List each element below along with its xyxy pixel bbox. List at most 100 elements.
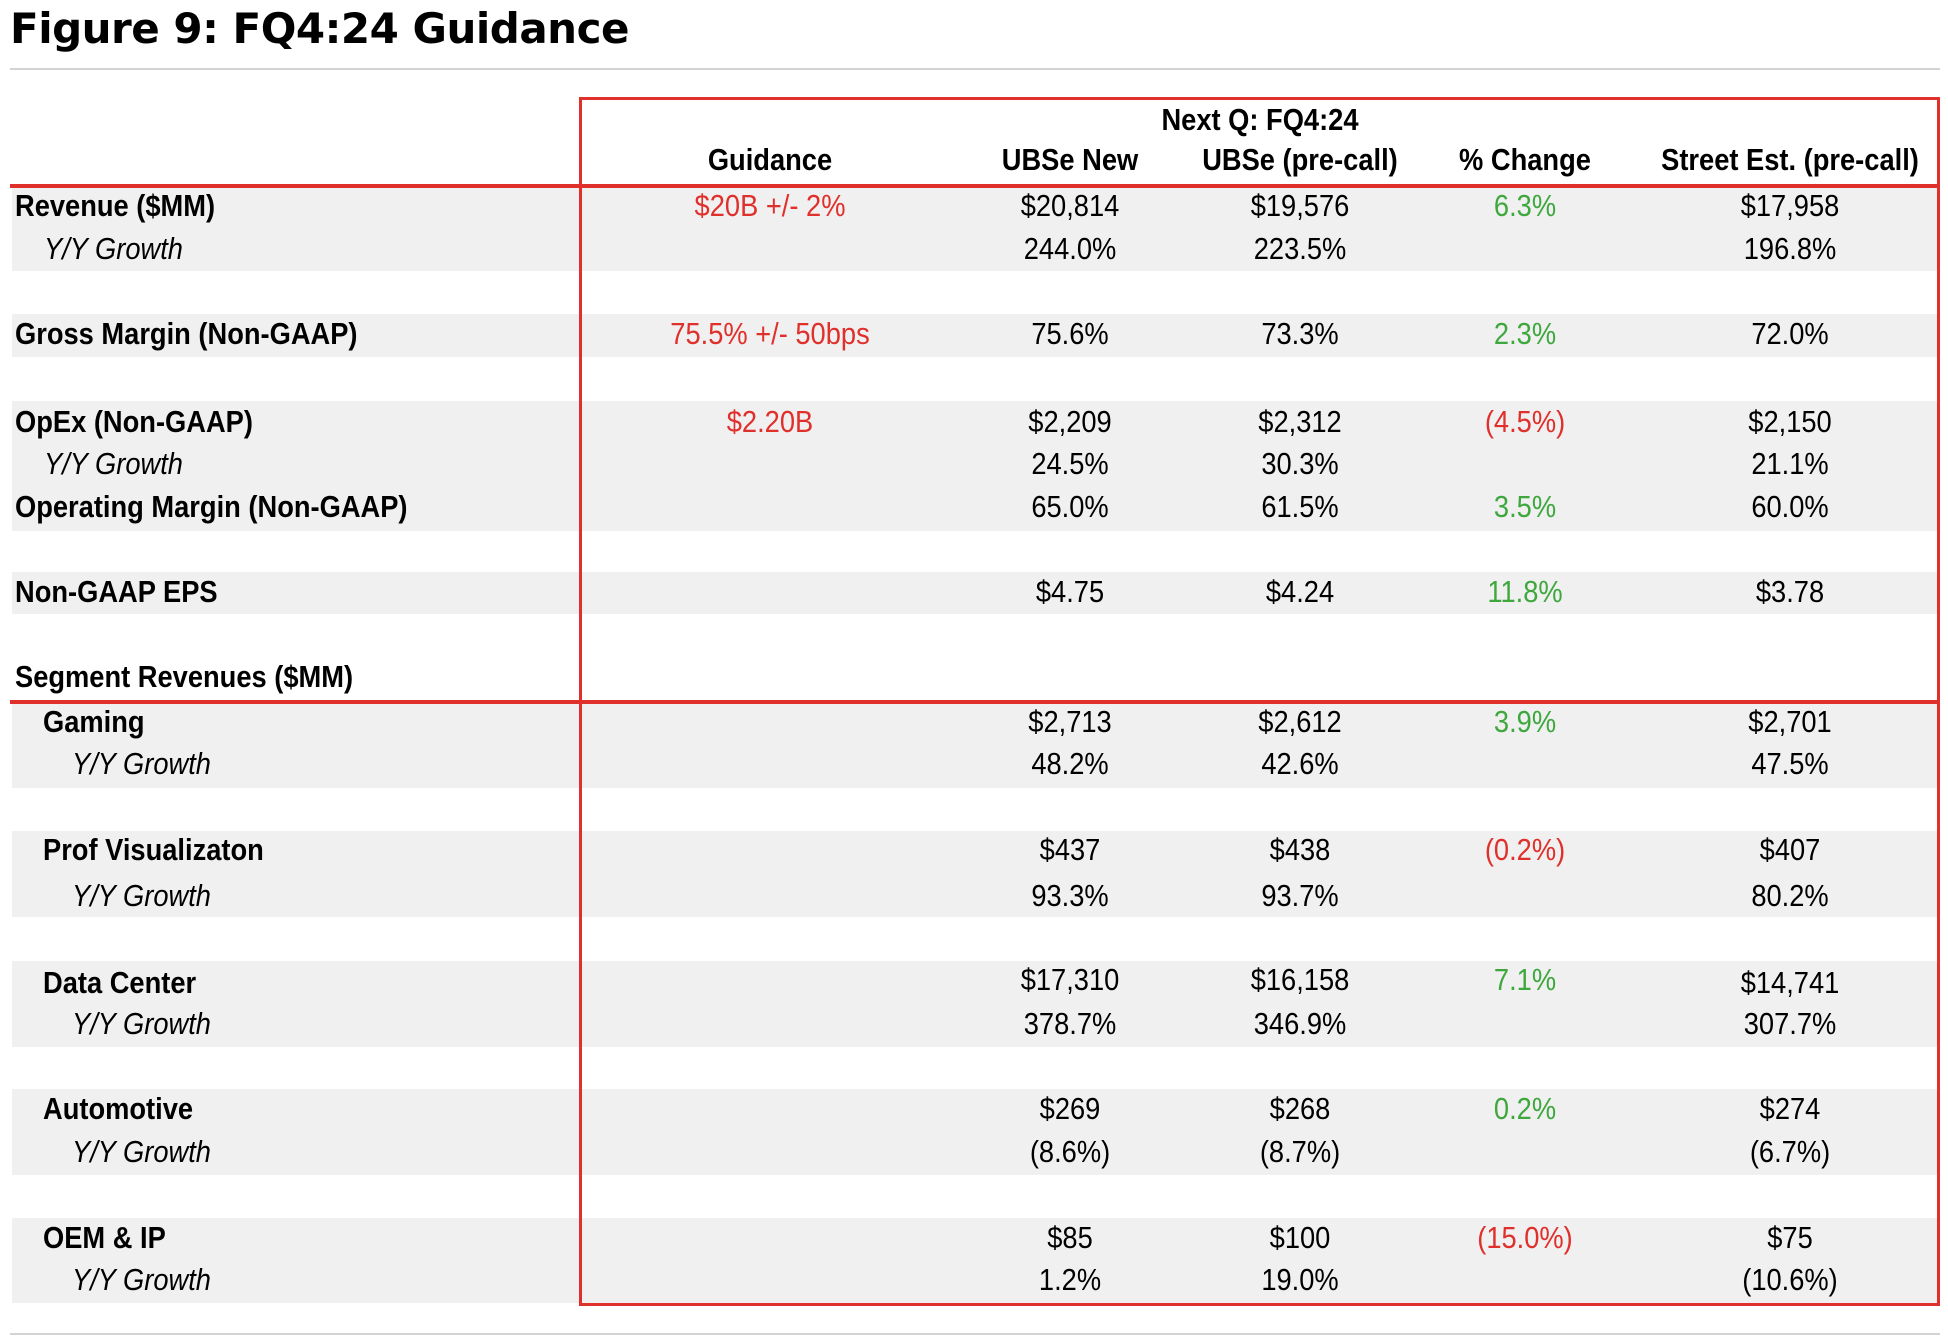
ubse-new-value: $437 <box>1039 832 1101 867</box>
row-band <box>12 401 1938 531</box>
row-label: Y/Y Growth <box>44 446 183 481</box>
change-value: 0.2% <box>1493 1091 1557 1126</box>
ubse-new-value: 93.3% <box>1031 878 1109 913</box>
row-label: Y/Y Growth <box>72 1262 211 1297</box>
row-band <box>12 187 1938 271</box>
ubse-new-value: 75.6% <box>1031 316 1109 351</box>
ubse-new-value: 65.0% <box>1031 489 1109 524</box>
row-label: Non-GAAP EPS <box>15 574 218 609</box>
change-value: 11.8% <box>1487 574 1563 609</box>
col-header-street: Street Est. (pre-call) <box>1661 142 1919 177</box>
row-band <box>12 314 1938 357</box>
change-value: 2.3% <box>1493 316 1557 351</box>
row-label: Gaming <box>43 704 145 739</box>
ubse-pre-value: $100 <box>1269 1220 1331 1255</box>
row-label: Prof Visualizaton <box>43 832 264 867</box>
street-value: $2,701 <box>1748 704 1832 739</box>
col-header-ubse-new: UBSe New <box>1001 142 1139 177</box>
change-value: (15.0%) <box>1477 1220 1573 1255</box>
street-value: $14,741 <box>1740 965 1840 1000</box>
change-value: (4.5%) <box>1484 404 1566 439</box>
ubse-pre-value: (8.7%) <box>1259 1134 1341 1169</box>
row-label: Operating Margin (Non-GAAP) <box>15 489 408 524</box>
row-label: Y/Y Growth <box>72 1006 211 1041</box>
street-value: 196.8% <box>1743 231 1837 266</box>
guidance-value: $2.20B <box>726 404 814 439</box>
ubse-pre-value: $2,612 <box>1258 704 1342 739</box>
row-band <box>12 572 1938 614</box>
row-band <box>12 961 1938 1047</box>
street-value: $274 <box>1759 1091 1821 1126</box>
col-header-guidance: Guidance <box>707 142 833 177</box>
ubse-new-value: 48.2% <box>1031 746 1109 781</box>
ubse-new-value: 24.5% <box>1031 446 1109 481</box>
row-label: Gross Margin (Non-GAAP) <box>15 316 358 351</box>
segment-rule <box>10 700 1940 704</box>
ubse-new-value: $85 <box>1047 1220 1093 1255</box>
row-label: Data Center <box>43 965 197 1000</box>
header-group: Next Q: FQ4:24 <box>1161 102 1359 137</box>
street-value: (10.6%) <box>1742 1262 1838 1297</box>
ubse-new-value: $2,713 <box>1028 704 1112 739</box>
ubse-pre-value: $2,312 <box>1258 404 1342 439</box>
header-rule <box>10 184 1940 188</box>
change-value: 7.1% <box>1493 962 1557 997</box>
change-value: (0.2%) <box>1484 832 1566 867</box>
col-header-ubse-pre: UBSe (pre-call) <box>1202 142 1398 177</box>
bottom-divider <box>10 1333 1940 1335</box>
street-value: $3.78 <box>1755 574 1825 609</box>
ubse-new-value: 1.2% <box>1038 1262 1102 1297</box>
street-value: 21.1% <box>1751 446 1829 481</box>
row-label: Revenue ($MM) <box>15 188 216 223</box>
ubse-pre-value: $16,158 <box>1250 962 1350 997</box>
ubse-new-value: $269 <box>1039 1091 1101 1126</box>
ubse-new-value: 244.0% <box>1023 231 1117 266</box>
street-value: $2,150 <box>1748 404 1832 439</box>
ubse-pre-value: $268 <box>1269 1091 1331 1126</box>
street-value: 80.2% <box>1751 878 1829 913</box>
col-header-change: % Change <box>1459 142 1591 177</box>
ubse-pre-value: 30.3% <box>1261 446 1339 481</box>
row-label: Automotive <box>43 1091 194 1126</box>
row-label: OEM & IP <box>43 1220 166 1255</box>
row-label: OpEx (Non-GAAP) <box>15 404 253 439</box>
title-divider <box>10 68 1940 70</box>
change-value: 3.5% <box>1493 489 1557 524</box>
street-value: $75 <box>1767 1220 1813 1255</box>
row-band <box>12 1089 1938 1175</box>
ubse-pre-value: $4.24 <box>1265 574 1335 609</box>
row-label: Y/Y Growth <box>72 878 211 913</box>
ubse-pre-value: 19.0% <box>1261 1262 1339 1297</box>
street-value: 47.5% <box>1751 746 1829 781</box>
ubse-pre-value: 73.3% <box>1261 316 1339 351</box>
row-label: Y/Y Growth <box>72 1134 211 1169</box>
street-value: $407 <box>1759 832 1821 867</box>
street-value: $17,958 <box>1740 188 1840 223</box>
ubse-pre-value: $19,576 <box>1250 188 1350 223</box>
street-value: 60.0% <box>1751 489 1829 524</box>
guidance-value: $20B +/- 2% <box>694 188 846 223</box>
street-value: 307.7% <box>1743 1006 1837 1041</box>
row-label: Y/Y Growth <box>72 746 211 781</box>
ubse-pre-value: 223.5% <box>1253 231 1347 266</box>
ubse-pre-value: 42.6% <box>1261 746 1339 781</box>
row-band <box>12 1218 1938 1303</box>
guidance-value: 75.5% +/- 50bps <box>670 316 870 351</box>
row-band <box>12 831 1938 917</box>
street-value: (6.7%) <box>1749 1134 1831 1169</box>
ubse-pre-value: 61.5% <box>1261 489 1339 524</box>
row-label: Y/Y Growth <box>44 231 183 266</box>
street-value: 72.0% <box>1751 316 1829 351</box>
ubse-pre-value: $438 <box>1269 832 1331 867</box>
ubse-new-value: $17,310 <box>1020 962 1120 997</box>
change-value: 3.9% <box>1493 704 1557 739</box>
ubse-new-value: $2,209 <box>1028 404 1112 439</box>
ubse-new-value: (8.6%) <box>1029 1134 1111 1169</box>
row-band <box>12 703 1938 788</box>
ubse-pre-value: 346.9% <box>1253 1006 1347 1041</box>
change-value: 6.3% <box>1493 188 1557 223</box>
ubse-new-value: $20,814 <box>1020 188 1120 223</box>
ubse-new-value: 378.7% <box>1023 1006 1117 1041</box>
ubse-pre-value: 93.7% <box>1261 878 1339 913</box>
section-label: Segment Revenues ($MM) <box>15 659 354 694</box>
